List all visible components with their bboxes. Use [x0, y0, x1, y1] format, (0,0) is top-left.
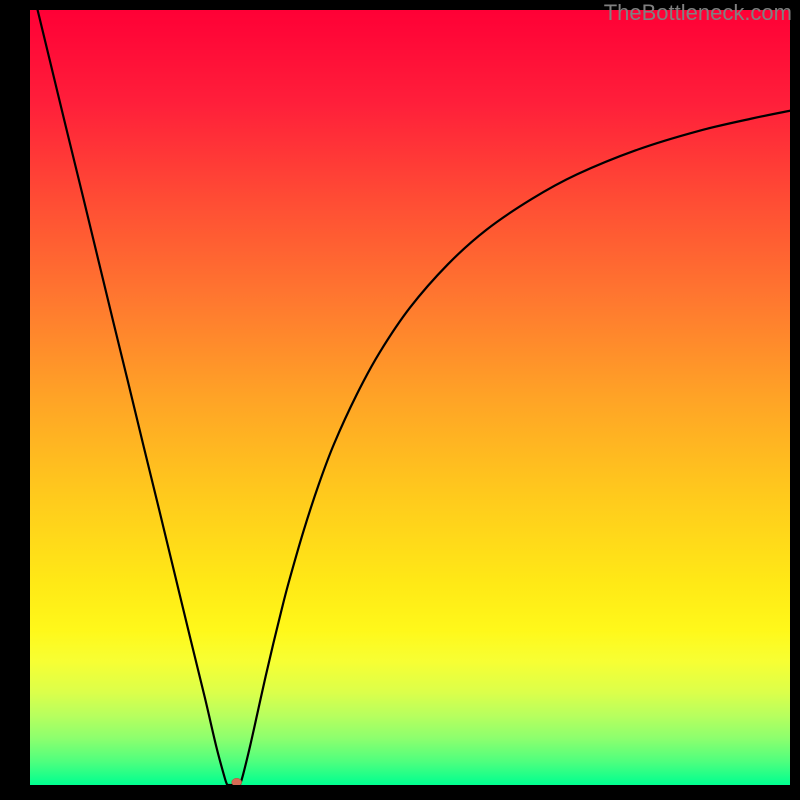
- chart-container: TheBottleneck.com: [0, 0, 800, 800]
- curve-layer: [30, 10, 790, 785]
- watermark-text: TheBottleneck.com: [604, 0, 792, 26]
- plot-area: [30, 10, 790, 785]
- curve-left-branch: [38, 10, 228, 785]
- curve-right-branch: [240, 111, 790, 785]
- min-point-marker: [232, 778, 242, 785]
